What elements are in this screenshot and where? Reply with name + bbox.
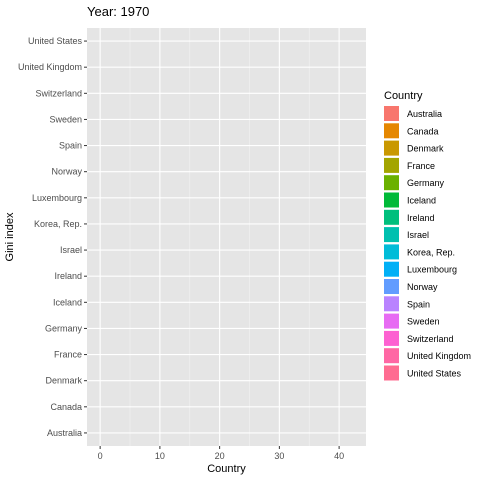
x-tick-label: 40	[334, 451, 344, 461]
y-axis: Australia Canada Denmark France Germany Icela…	[18, 36, 87, 438]
legend-label: Germany	[407, 178, 445, 188]
legend-key	[384, 365, 399, 381]
y-tick-label: United Kingdom	[18, 62, 82, 72]
y-tick-label: Luxembourg	[32, 193, 82, 203]
y-tick-label: Spain	[59, 141, 82, 151]
y-tick-label: Norway	[51, 167, 82, 177]
x-axis: 0 10 20 30 40	[98, 446, 344, 461]
x-tick-label: 10	[155, 451, 165, 461]
x-tick-label: 0	[98, 451, 103, 461]
x-tick-label: 30	[274, 451, 284, 461]
legend-key	[384, 175, 399, 191]
x-tick-label: 20	[215, 451, 225, 461]
legend-key	[384, 296, 399, 312]
legend-key	[384, 106, 399, 121]
legend: Country Australia Canada Denmark France Germ…	[384, 90, 471, 381]
legend-key	[384, 279, 399, 294]
y-tick-label: Korea, Rep.	[34, 219, 82, 229]
legend-label: Sweden	[407, 317, 440, 327]
legend-key	[384, 123, 399, 139]
legend-key	[384, 157, 399, 173]
y-tick-label: Canada	[50, 402, 82, 412]
legend-label: Denmark	[407, 144, 444, 154]
y-tick-label: Australia	[47, 428, 82, 438]
legend-label: France	[407, 161, 435, 171]
y-tick-label: United States	[28, 36, 83, 46]
legend-label: Luxembourg	[407, 265, 457, 275]
y-axis-title: Gini index	[4, 212, 16, 261]
chart-title: Year: 1970	[87, 4, 149, 19]
gridlines	[87, 28, 366, 446]
legend-key	[384, 261, 399, 277]
plot-panel	[87, 28, 366, 446]
y-tick-label: France	[54, 350, 82, 360]
legend-label: United States	[407, 369, 462, 379]
legend-label: United Kingdom	[407, 351, 471, 361]
y-tick-label: Iceland	[53, 297, 82, 307]
legend-key	[384, 140, 399, 156]
y-tick-label: Switzerland	[35, 88, 82, 98]
legend-key	[384, 244, 399, 260]
legend-title: Country	[384, 90, 423, 102]
legend-label: Israel	[407, 230, 429, 240]
legend-key	[384, 192, 399, 208]
legend-label: Iceland	[407, 196, 436, 206]
legend-key	[384, 227, 399, 243]
y-tick-label: Sweden	[49, 114, 82, 124]
y-tick-label: Ireland	[54, 271, 82, 281]
y-tick-label: Germany	[45, 323, 83, 333]
legend-label: Ireland	[407, 213, 435, 223]
legend-label: Switzerland	[407, 334, 454, 344]
legend-label: Korea, Rep.	[407, 247, 455, 257]
x-axis-title: Country	[207, 463, 246, 475]
legend-key	[384, 330, 399, 346]
y-tick-label: Denmark	[45, 376, 82, 386]
legend-label: Australia	[407, 109, 442, 119]
legend-key	[384, 209, 399, 225]
legend-label: Spain	[407, 299, 430, 309]
legend-key	[384, 313, 399, 329]
y-tick-label: Israel	[60, 245, 82, 255]
legend-label: Canada	[407, 126, 439, 136]
legend-label: Norway	[407, 282, 438, 292]
legend-key	[384, 348, 399, 364]
